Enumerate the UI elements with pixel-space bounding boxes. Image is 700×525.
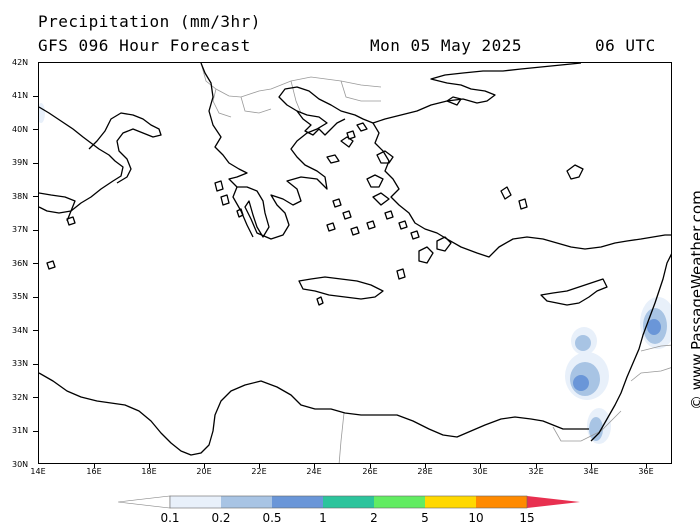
lat-label-34n: 34N — [12, 326, 29, 335]
legend-swatch-1 — [170, 496, 221, 508]
lat-tick — [33, 230, 38, 231]
lon-label-14e: 14E — [30, 467, 46, 476]
lon-label-26e: 26E — [362, 467, 378, 476]
precip-cell — [647, 319, 661, 335]
precipitation-legend — [118, 495, 580, 509]
chart-title: Precipitation (mm/3hr) — [38, 12, 261, 31]
lat-label-41n: 41N — [12, 91, 29, 100]
lat-label-30n: 30N — [12, 460, 29, 469]
legend-swatch-3 — [272, 496, 323, 508]
lat-label-38n: 38N — [12, 192, 29, 201]
forecast-model-label: GFS 096 Hour Forecast — [38, 36, 251, 55]
lat-tick — [33, 431, 38, 432]
lat-tick — [33, 364, 38, 365]
lon-tick — [314, 464, 315, 468]
lat-label-36n: 36N — [12, 259, 29, 268]
lon-tick — [646, 464, 647, 468]
lon-label-34e: 34E — [583, 467, 599, 476]
country-borders — [200, 63, 671, 463]
legend-label: 0.2 — [211, 511, 231, 525]
precipitation-areas — [39, 103, 671, 444]
precip-cell — [39, 103, 45, 123]
lat-tick — [33, 196, 38, 197]
map-canvas — [39, 63, 671, 463]
lon-label-18e: 18E — [141, 467, 157, 476]
legend-swatch-2 — [221, 496, 272, 508]
lon-label-32e: 32E — [528, 467, 544, 476]
legend-outline — [169, 495, 528, 509]
legend-arrow-right — [527, 496, 580, 508]
credit-watermark: © www.PassageWeather.com — [688, 190, 700, 410]
precip-cell — [575, 335, 591, 351]
legend-swatch-5 — [374, 496, 425, 508]
valid-time-label: 06 UTC — [595, 36, 656, 55]
precip-cell — [573, 375, 589, 391]
legend-label: 5 — [421, 511, 429, 525]
legend-swatch-4 — [323, 496, 374, 508]
lon-tick — [425, 464, 426, 468]
legend-arrow-left — [118, 495, 171, 509]
lat-label-42n: 42N — [12, 58, 29, 67]
lon-tick — [370, 464, 371, 468]
lat-tick — [33, 96, 38, 97]
lat-tick — [33, 263, 38, 264]
lon-label-36e: 36E — [638, 467, 654, 476]
lon-tick — [259, 464, 260, 468]
lat-tick — [33, 163, 38, 164]
lon-tick — [480, 464, 481, 468]
lat-label-33n: 33N — [12, 359, 29, 368]
lon-label-30e: 30E — [472, 467, 488, 476]
coastlines — [39, 63, 671, 456]
lat-tick — [33, 330, 38, 331]
lon-tick — [536, 464, 537, 468]
legend-label: 2 — [370, 511, 378, 525]
lat-label-37n: 37N — [12, 225, 29, 234]
lat-label-32n: 32N — [12, 393, 29, 402]
lon-tick — [149, 464, 150, 468]
lat-label-39n: 39N — [12, 158, 29, 167]
lat-label-31n: 31N — [12, 426, 29, 435]
legend-label: 0.1 — [160, 511, 180, 525]
precipitation-map — [38, 62, 672, 464]
lat-tick — [33, 297, 38, 298]
lon-label-28e: 28E — [417, 467, 433, 476]
lat-tick — [33, 129, 38, 130]
legend-swatch-7 — [476, 496, 527, 508]
lon-label-22e: 22E — [251, 467, 267, 476]
lat-label-35n: 35N — [12, 292, 29, 301]
lon-label-24e: 24E — [306, 467, 322, 476]
legend-label: 0.5 — [262, 511, 282, 525]
lon-tick — [204, 464, 205, 468]
lon-label-20e: 20E — [196, 467, 212, 476]
lon-label-16e: 16E — [86, 467, 102, 476]
lat-label-40n: 40N — [12, 125, 29, 134]
lat-tick — [33, 397, 38, 398]
legend-label: 10 — [468, 511, 484, 525]
lon-tick — [94, 464, 95, 468]
legend-label: 1 — [319, 511, 327, 525]
legend-swatch-6 — [425, 496, 476, 508]
valid-date-label: Mon 05 May 2025 — [370, 36, 522, 55]
lon-tick — [591, 464, 592, 468]
legend-label: 15 — [519, 511, 535, 525]
